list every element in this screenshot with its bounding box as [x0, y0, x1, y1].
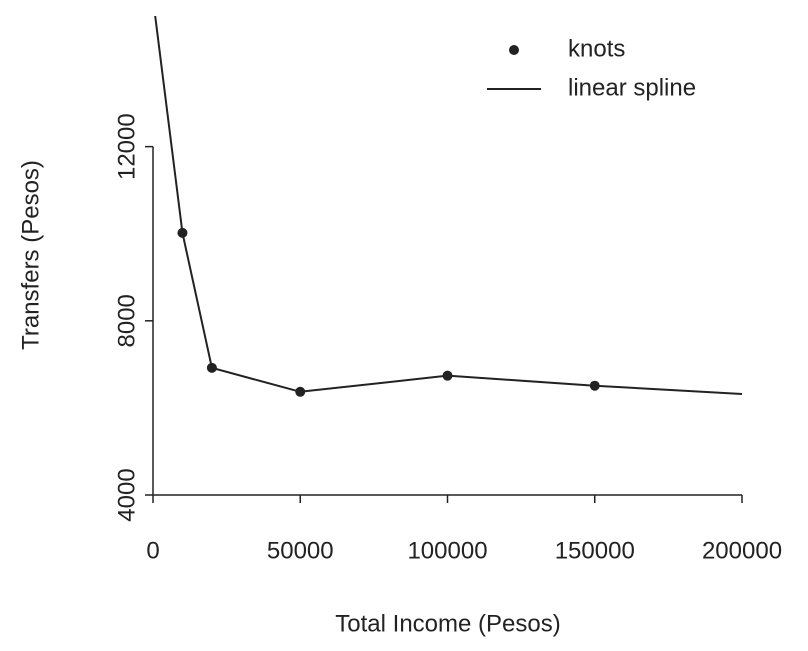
y-tick-label: 4000 — [113, 468, 140, 521]
spline-line — [154, 16, 742, 395]
y-axis-title: Transfers (Pesos) — [17, 160, 44, 350]
x-tick-label: 50000 — [267, 537, 334, 564]
x-axis-title: Total Income (Pesos) — [335, 610, 560, 637]
y-tick-label: 8000 — [113, 294, 140, 347]
x-tick-label: 100000 — [407, 537, 487, 564]
legend-label: knots — [568, 35, 625, 62]
legend-dot — [509, 45, 519, 55]
x-tick-label: 150000 — [555, 537, 635, 564]
x-tick-label: 200000 — [702, 537, 782, 564]
y-tick-label: 12000 — [113, 113, 140, 180]
plot-area — [154, 16, 742, 397]
x-tick-label: 0 — [146, 537, 159, 564]
legend-label: linear spline — [568, 74, 696, 101]
